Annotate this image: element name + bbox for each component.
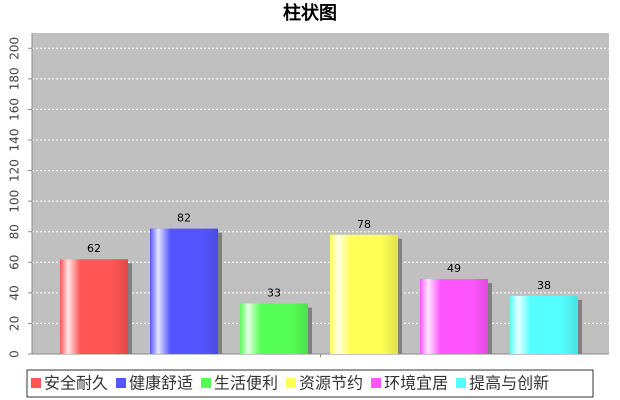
- y-tick-label: 200: [8, 37, 22, 60]
- bar-shine: [510, 295, 578, 354]
- legend-swatch: [201, 378, 212, 388]
- value-label: 38: [537, 279, 551, 292]
- legend-label: 生活便利: [214, 374, 278, 393]
- value-label: 62: [87, 242, 101, 255]
- value-label: 82: [177, 212, 191, 225]
- legend-label: 安全耐久: [44, 374, 108, 393]
- y-tick-label: 140: [8, 129, 22, 152]
- chart-title: 柱状图: [283, 2, 337, 24]
- bar-shine: [240, 303, 308, 354]
- legend-label: 健康舒适: [129, 374, 193, 393]
- y-tick-label: 60: [8, 255, 22, 270]
- value-label: 78: [357, 218, 371, 231]
- y-tick-label: 160: [8, 98, 22, 121]
- legend-swatch: [116, 378, 127, 388]
- value-label: 33: [267, 287, 281, 300]
- bar-shine: [150, 228, 218, 354]
- y-tick-label: 20: [8, 316, 22, 331]
- legend-label: 资源节约: [299, 374, 363, 393]
- y-tick-label: 40: [8, 285, 22, 300]
- value-label: 49: [447, 262, 461, 275]
- bar-shine: [420, 279, 488, 354]
- legend-swatch: [456, 378, 467, 388]
- legend-swatch: [286, 378, 297, 388]
- bar-shine: [60, 259, 128, 354]
- y-tick-label: 100: [8, 190, 22, 213]
- y-tick-label: 180: [8, 67, 22, 90]
- legend-label: 提高与创新: [469, 374, 549, 393]
- legend-swatch: [371, 378, 382, 388]
- y-tick-label: 0: [8, 350, 22, 358]
- legend-label: 环境宜居: [384, 374, 448, 393]
- y-tick-label: 120: [8, 159, 22, 182]
- legend-swatch: [31, 378, 41, 388]
- y-tick-label: 80: [8, 224, 22, 239]
- bar-shine: [330, 234, 398, 354]
